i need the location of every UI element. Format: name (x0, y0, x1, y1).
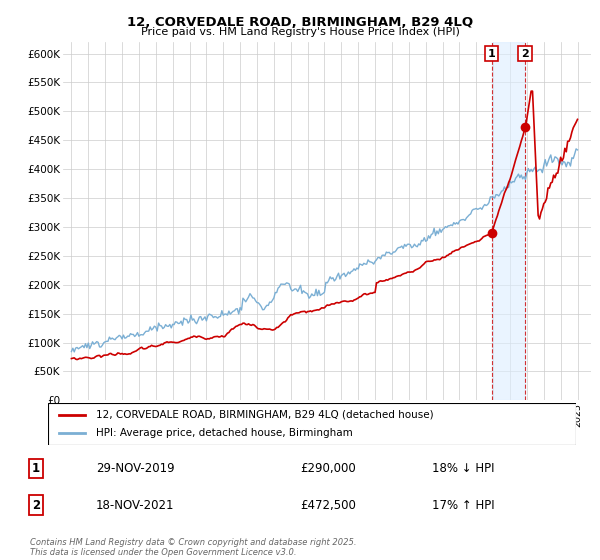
Text: 12, CORVEDALE ROAD, BIRMINGHAM, B29 4LQ (detached house): 12, CORVEDALE ROAD, BIRMINGHAM, B29 4LQ … (95, 410, 433, 420)
Text: 29-NOV-2019: 29-NOV-2019 (96, 462, 175, 475)
Text: 17% ↑ HPI: 17% ↑ HPI (432, 499, 494, 512)
Text: 18% ↓ HPI: 18% ↓ HPI (432, 462, 494, 475)
Text: 2: 2 (32, 499, 40, 512)
Text: Price paid vs. HM Land Registry's House Price Index (HPI): Price paid vs. HM Land Registry's House … (140, 27, 460, 37)
Text: £472,500: £472,500 (300, 499, 356, 512)
FancyBboxPatch shape (48, 403, 576, 445)
Text: £290,000: £290,000 (300, 462, 356, 475)
Text: Contains HM Land Registry data © Crown copyright and database right 2025.
This d: Contains HM Land Registry data © Crown c… (30, 538, 356, 557)
Bar (491, 42, 525, 400)
Text: 1: 1 (488, 49, 496, 59)
Text: HPI: Average price, detached house, Birmingham: HPI: Average price, detached house, Birm… (95, 428, 352, 438)
Text: 18-NOV-2021: 18-NOV-2021 (96, 499, 175, 512)
Text: 1: 1 (32, 462, 40, 475)
Text: 12, CORVEDALE ROAD, BIRMINGHAM, B29 4LQ: 12, CORVEDALE ROAD, BIRMINGHAM, B29 4LQ (127, 16, 473, 29)
Text: 2: 2 (521, 49, 529, 59)
